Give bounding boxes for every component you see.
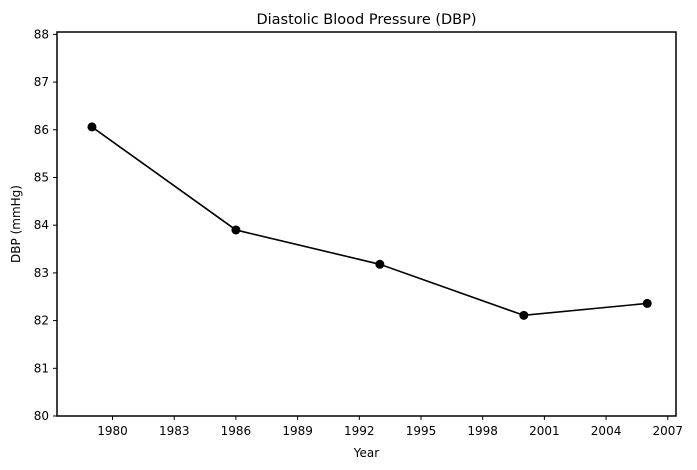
x-tick-label: 1983 bbox=[159, 424, 190, 438]
y-tick-label: 80 bbox=[34, 409, 49, 423]
data-point bbox=[231, 225, 241, 235]
data-point bbox=[519, 310, 529, 320]
chart-title: Diastolic Blood Pressure (DBP) bbox=[256, 12, 476, 28]
x-tick-label: 1998 bbox=[467, 424, 498, 438]
y-tick-label: 83 bbox=[34, 266, 49, 280]
x-tick-label: 1986 bbox=[221, 424, 252, 438]
x-tick-label: 2004 bbox=[591, 424, 622, 438]
data-point bbox=[375, 259, 385, 269]
x-tick-label: 1980 bbox=[97, 424, 128, 438]
data-point bbox=[642, 298, 652, 308]
y-tick-label: 86 bbox=[34, 123, 49, 137]
y-tick-label: 81 bbox=[34, 361, 49, 375]
y-tick-label: 85 bbox=[34, 170, 49, 184]
plot-area-frame bbox=[56, 31, 677, 417]
y-axis-ticks: 80 81 82 83 84 85 86 87 88 bbox=[34, 27, 57, 423]
y-tick-label: 88 bbox=[34, 27, 49, 41]
x-tick-label: 1992 bbox=[344, 424, 375, 438]
x-axis-label: Year bbox=[353, 446, 379, 460]
y-tick-label: 87 bbox=[34, 75, 49, 89]
x-tick-label: 2007 bbox=[653, 424, 684, 438]
x-tick-label: 2001 bbox=[529, 424, 560, 438]
y-axis-label: DBP (mmHg) bbox=[9, 185, 23, 263]
x-tick-label: 1995 bbox=[406, 424, 437, 438]
x-axis-ticks: 1980 1983 1986 1989 1992 1995 1998 2001 2004 2007 bbox=[97, 416, 683, 438]
data-point bbox=[87, 122, 97, 132]
x-tick-label: 1989 bbox=[282, 424, 313, 438]
y-tick-label: 84 bbox=[34, 218, 49, 232]
series-layer bbox=[87, 122, 652, 320]
y-tick-label: 82 bbox=[34, 314, 49, 328]
